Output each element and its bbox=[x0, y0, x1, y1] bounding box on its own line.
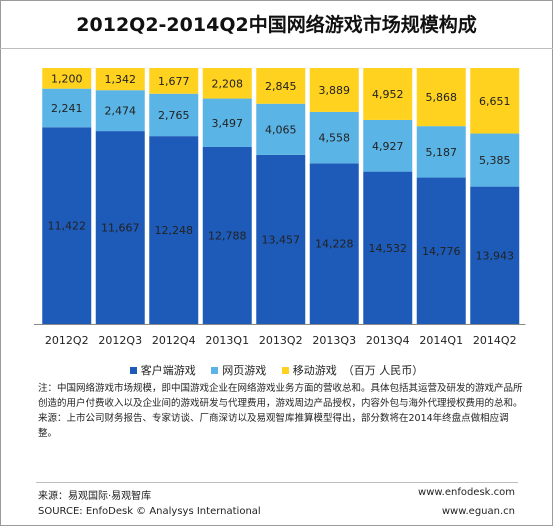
value-label-mobile-2014Q2: 6,651 bbox=[479, 95, 511, 108]
value-label-client-2012Q4: 12,248 bbox=[155, 224, 194, 237]
value-label-mobile-2013Q3: 3,889 bbox=[319, 84, 351, 97]
bar-mobile-2014Q2 bbox=[470, 68, 520, 134]
bar-mobile-2013Q1 bbox=[202, 68, 252, 99]
bar-web-2012Q2 bbox=[42, 88, 92, 128]
x-tick-label-2013Q1: 2013Q1 bbox=[205, 334, 249, 347]
bar-client-2014Q1 bbox=[416, 177, 466, 324]
bar-web-2013Q3 bbox=[309, 111, 359, 164]
legend-swatch-mobile bbox=[281, 366, 289, 374]
value-label-client-2014Q2: 13,943 bbox=[476, 249, 515, 262]
bar-web-2013Q4 bbox=[363, 119, 413, 172]
value-label-mobile-2012Q3: 1,342 bbox=[105, 73, 137, 86]
footer-source-cn: 来源：易观国际·易观智库 bbox=[38, 491, 152, 502]
bar-mobile-2012Q2 bbox=[42, 68, 92, 89]
value-label-mobile-2014Q1: 5,868 bbox=[426, 91, 458, 104]
value-label-client-2012Q2: 11,422 bbox=[48, 220, 87, 233]
bar-client-2014Q2 bbox=[470, 186, 520, 324]
value-label-mobile-2012Q2: 1,200 bbox=[51, 72, 83, 85]
bar-client-2012Q4 bbox=[149, 136, 199, 324]
bar-mobile-2012Q3 bbox=[95, 68, 145, 91]
x-tick-label-2013Q3: 2013Q3 bbox=[312, 334, 356, 347]
value-label-client-2013Q2: 13,457 bbox=[262, 233, 301, 246]
value-label-web-2013Q2: 4,065 bbox=[265, 123, 297, 136]
x-tick-label-2012Q4: 2012Q4 bbox=[152, 334, 196, 347]
bar-client-2012Q3 bbox=[95, 131, 145, 324]
bar-client-2013Q1 bbox=[202, 146, 252, 324]
legend-swatch-web bbox=[211, 366, 219, 374]
value-label-mobile-2012Q4: 1,677 bbox=[158, 75, 190, 88]
legend-label-web: 网页游戏 bbox=[222, 364, 267, 377]
legend-item-web: 网页游戏 bbox=[211, 362, 266, 378]
x-tick-label-2013Q2: 2013Q2 bbox=[259, 334, 303, 347]
value-label-client-2012Q3: 11,667 bbox=[101, 222, 140, 235]
value-label-client-2013Q4: 14,532 bbox=[369, 242, 408, 255]
value-label-web-2012Q3: 2,474 bbox=[105, 105, 137, 118]
legend-label-mobile: 移动游戏 bbox=[292, 364, 337, 377]
footer-site-enfodesk: www.enfodesk.com bbox=[418, 487, 515, 498]
title-divider bbox=[0, 48, 553, 49]
legend-label-client: 客户端游戏 bbox=[140, 364, 196, 377]
bar-client-2013Q4 bbox=[363, 171, 413, 324]
bar-client-2012Q2 bbox=[42, 127, 92, 324]
bar-mobile-2013Q4 bbox=[363, 68, 413, 120]
chart-notes: 注：中国网络游戏市场规模，即中国游戏企业在网络游戏业务方面的营收总和。具体包括其… bbox=[38, 381, 524, 441]
value-label-client-2013Q1: 12,788 bbox=[208, 229, 247, 242]
value-label-mobile-2013Q1: 2,208 bbox=[212, 77, 244, 90]
bar-web-2014Q2 bbox=[470, 133, 520, 187]
x-tick-label-2014Q1: 2014Q1 bbox=[419, 334, 463, 347]
value-label-web-2014Q2: 5,385 bbox=[479, 154, 511, 167]
footer-divider bbox=[36, 482, 518, 483]
value-label-mobile-2013Q4: 4,952 bbox=[372, 88, 404, 101]
x-tick-label-2012Q3: 2012Q3 bbox=[98, 334, 142, 347]
x-tick-label-2014Q2: 2014Q2 bbox=[473, 334, 517, 347]
bar-web-2013Q2 bbox=[256, 103, 306, 155]
value-label-client-2013Q3: 14,228 bbox=[315, 238, 354, 251]
bar-web-2013Q1 bbox=[202, 98, 252, 147]
value-label-web-2013Q4: 4,927 bbox=[372, 140, 404, 153]
legend-item-client: 客户端游戏 bbox=[129, 362, 196, 378]
chart-title: 2012Q2-2014Q2中国网络游戏市场规模构成 bbox=[76, 14, 477, 36]
stacked-bar-chart: 11,422 2,241 1,200 2012Q2 11,667 2,474 1,342 20… bbox=[34, 68, 526, 347]
x-tick-label-2012Q2: 2012Q2 bbox=[45, 334, 89, 347]
value-label-client-2014Q1: 14,776 bbox=[422, 245, 461, 258]
chart-legend: 客户端游戏 网页游戏 移动游戏 （百万 人民币） bbox=[0, 362, 553, 378]
value-label-web-2012Q4: 2,765 bbox=[158, 109, 190, 122]
value-label-web-2014Q1: 5,187 bbox=[426, 146, 458, 159]
legend-unit: （百万 人民币） bbox=[342, 364, 424, 377]
bar-mobile-2013Q2 bbox=[256, 68, 306, 104]
bar-mobile-2012Q4 bbox=[149, 68, 199, 94]
bar-mobile-2013Q3 bbox=[309, 68, 359, 112]
bar-mobile-2014Q1 bbox=[416, 68, 466, 127]
bar-web-2014Q1 bbox=[416, 126, 466, 178]
footer-site-eguan: www.eguan.cn bbox=[441, 506, 515, 517]
note-source: 来源：上市公司财务报告、专家访谈、厂商深访以及易观智库推算模型得出，部分数将在2… bbox=[38, 413, 509, 439]
value-label-web-2013Q1: 3,497 bbox=[212, 117, 244, 130]
value-label-web-2012Q2: 2,241 bbox=[51, 102, 83, 115]
bar-web-2012Q3 bbox=[95, 90, 145, 132]
legend-item-mobile: 移动游戏 （百万 人民币） bbox=[281, 362, 424, 378]
x-tick-label-2013Q4: 2013Q4 bbox=[366, 334, 410, 347]
footer-source-en: SOURCE: EnfoDesk © Analysys Internationa… bbox=[38, 506, 261, 517]
bar-client-2013Q2 bbox=[256, 154, 306, 324]
bar-client-2013Q3 bbox=[309, 163, 359, 324]
value-label-mobile-2013Q2: 2,845 bbox=[265, 80, 297, 93]
value-label-web-2013Q3: 4,558 bbox=[319, 132, 351, 145]
legend-swatch-client bbox=[129, 366, 137, 374]
bar-web-2012Q4 bbox=[149, 93, 199, 137]
note-definition: 注：中国网络游戏市场规模，即中国游戏企业在网络游戏业务方面的营收总和。具体包括其… bbox=[38, 383, 523, 409]
